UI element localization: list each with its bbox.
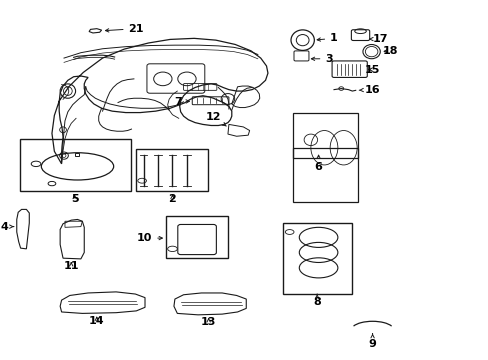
Text: 14: 14 [89, 316, 104, 326]
Text: 18: 18 [382, 46, 397, 56]
Text: 15: 15 [364, 64, 380, 75]
Bar [292, 148, 357, 202]
Text: 6: 6 [314, 155, 322, 172]
Text: 21: 21 [105, 24, 144, 34]
Text: 1: 1 [317, 33, 337, 43]
Bar [166, 216, 227, 258]
Bar [136, 149, 207, 192]
Bar [283, 223, 351, 294]
Text: 9: 9 [368, 334, 376, 349]
Bar [75, 153, 79, 156]
Text: 17: 17 [369, 34, 387, 44]
Text: 11: 11 [63, 261, 79, 271]
Bar [292, 113, 357, 158]
Text: 16: 16 [359, 85, 380, 95]
Text: 13: 13 [201, 318, 216, 327]
Text: 5: 5 [71, 194, 78, 204]
Text: 3: 3 [311, 54, 332, 64]
Text: 10: 10 [137, 233, 162, 243]
Bar [20, 139, 130, 192]
Text: 8: 8 [313, 294, 320, 307]
Text: 7: 7 [174, 97, 189, 107]
Text: 2: 2 [168, 194, 176, 204]
Text: 12: 12 [205, 112, 226, 126]
Text: 4: 4 [0, 222, 14, 231]
